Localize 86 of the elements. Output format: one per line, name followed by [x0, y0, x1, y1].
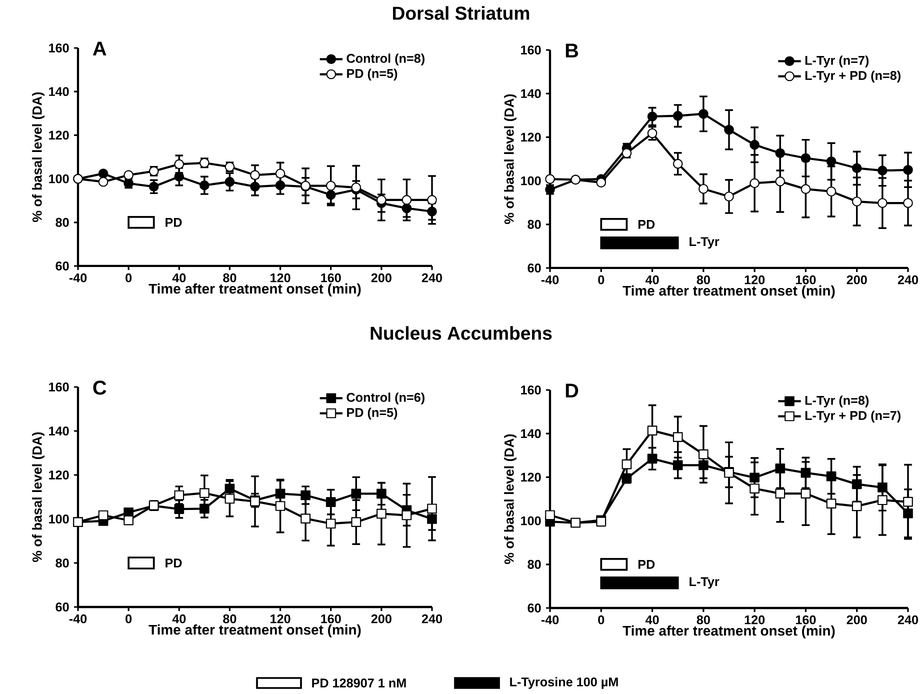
y-tick-label: 80: [528, 560, 541, 569]
band-label: PD: [166, 218, 182, 227]
legend-label: L-Tyr + PD (n=8): [805, 70, 900, 82]
y-tick-label: 80: [56, 558, 69, 568]
legend-label: Control (n=8): [346, 54, 424, 66]
y-tick-label: 100: [521, 176, 541, 186]
legend-label: L-Tyr + PD (n=7): [805, 410, 900, 422]
y-tick-label: 100: [49, 514, 69, 524]
legend-label: L-Tyr (n=7): [805, 56, 869, 68]
x-tick-label: 240: [898, 275, 918, 284]
x-axis-title: Time after treatment onset (min): [622, 625, 835, 638]
x-tick-label: 0: [126, 614, 132, 624]
x-tick-label: 40: [645, 275, 659, 284]
y-axis-title: % of basal level (DA): [504, 94, 516, 224]
x-tick-label: -40: [69, 273, 87, 282]
y-tick-label: 60: [528, 264, 541, 272]
y-tick-label: 60: [528, 604, 541, 612]
y-tick-label: 60: [56, 602, 69, 612]
text: PD 128907 1 nM: [312, 678, 406, 688]
x-tick-label: 40: [172, 273, 186, 282]
band-label: L-Tyr: [690, 237, 720, 249]
y-tick-label: 140: [521, 89, 541, 98]
x-tick-label: 80: [696, 615, 710, 624]
x-tick-label: 80: [223, 273, 236, 282]
x-tick-label: 0: [126, 273, 132, 282]
y-tick-label: 60: [56, 262, 69, 270]
x-tick-label: 240: [422, 273, 442, 282]
y-tick-label: 120: [521, 132, 541, 142]
y-axis-title: % of basal level (DA): [32, 432, 44, 562]
x-tick-label: 0: [598, 275, 604, 284]
x-tick-label: 200: [371, 273, 392, 282]
y-tick-label: 160: [521, 386, 541, 394]
annotation: D: [566, 384, 578, 398]
y-axis-title: % of basal level (DA): [504, 434, 516, 564]
text: L-Tyrosine 100 µM: [510, 677, 618, 689]
y-tick-label: 100: [521, 516, 541, 526]
y-tick-label: 80: [56, 218, 69, 227]
chart-title: Nucleus Accumbens: [370, 326, 552, 340]
x-axis-title: Time after treatment onset (min): [622, 285, 835, 298]
x-tick-label: 240: [898, 615, 918, 624]
x-tick-label: 80: [223, 614, 236, 624]
legend-label: L-Tyr (n=8): [805, 396, 869, 408]
x-tick-label: 160: [321, 273, 341, 282]
band-label: PD: [638, 220, 655, 229]
x-tick-label: 240: [422, 614, 442, 624]
x-tick-label: 160: [321, 614, 341, 624]
y-axis-title: % of basal level (DA): [32, 92, 44, 222]
y-tick-label: 120: [49, 130, 69, 140]
x-tick-label: 0: [598, 615, 604, 624]
annotation: B: [566, 44, 578, 58]
x-tick-label: 120: [270, 614, 290, 624]
x-tick-label: 40: [172, 614, 186, 624]
x-tick-label: -40: [69, 614, 87, 624]
legend-label: PD (n=5): [347, 408, 398, 420]
y-tick-label: 120: [521, 472, 541, 482]
band-label: L-Tyr: [690, 577, 720, 589]
x-tick-label: -40: [541, 615, 559, 624]
y-tick-label: 120: [49, 470, 69, 480]
x-tick-label: 200: [846, 275, 867, 284]
legend-label: Control (n=6): [346, 392, 424, 404]
legend-label: PD (n=5): [347, 68, 398, 80]
annotation: A: [92, 42, 106, 56]
band-label: PD: [638, 560, 655, 569]
x-tick-label: 160: [796, 615, 816, 624]
x-tick-label: 200: [846, 615, 867, 624]
y-tick-label: 160: [521, 46, 541, 54]
x-axis-title: Time after treatment onset (min): [148, 283, 361, 296]
chart-title: Dorsal Striatum: [393, 6, 530, 20]
x-tick-label: 80: [696, 275, 710, 284]
y-tick-label: 160: [49, 44, 69, 52]
x-axis-title: Time after treatment onset (min): [148, 624, 361, 638]
y-tick-label: 100: [49, 174, 69, 184]
annotation: C: [93, 380, 106, 395]
y-tick-label: 160: [49, 382, 69, 392]
x-tick-label: 40: [645, 615, 659, 624]
x-tick-label: -40: [541, 275, 559, 284]
y-tick-label: 80: [528, 220, 541, 229]
y-tick-label: 140: [49, 87, 69, 96]
x-tick-label: 120: [744, 275, 765, 284]
x-tick-label: 120: [270, 273, 290, 282]
band-label: PD: [166, 558, 182, 568]
x-tick-label: 160: [796, 275, 816, 284]
y-tick-label: 140: [521, 429, 541, 438]
y-tick-label: 140: [49, 426, 69, 436]
x-tick-label: 200: [371, 614, 392, 624]
x-tick-label: 120: [744, 615, 765, 624]
